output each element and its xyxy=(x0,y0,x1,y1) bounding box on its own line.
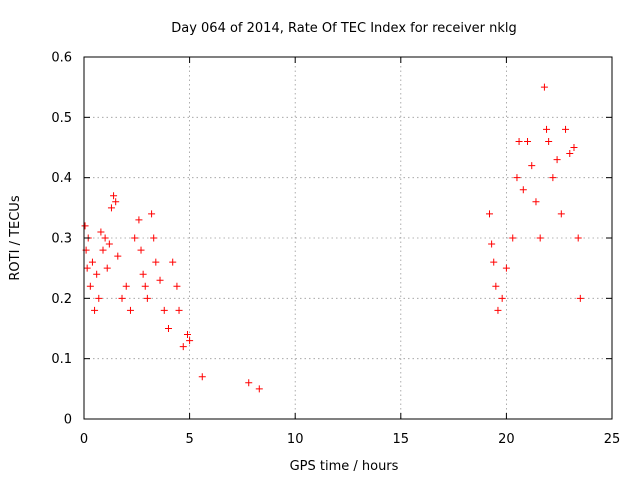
data-point xyxy=(99,246,107,254)
data-point xyxy=(107,204,115,212)
data-point xyxy=(543,125,551,133)
data-point xyxy=(486,210,494,218)
data-point xyxy=(126,306,134,314)
data-point xyxy=(183,331,191,339)
data-point xyxy=(118,294,126,302)
data-point xyxy=(488,240,496,248)
y-tick-label: 0.5 xyxy=(51,111,72,126)
chart-title: Day 064 of 2014, Rate Of TEC Index for r… xyxy=(171,21,517,36)
data-point xyxy=(143,294,151,302)
data-point xyxy=(186,337,194,345)
x-tick-label: 15 xyxy=(393,432,410,447)
data-point xyxy=(557,210,565,218)
data-point xyxy=(152,258,160,266)
data-point xyxy=(509,234,517,242)
data-point xyxy=(95,294,103,302)
data-point xyxy=(515,137,523,145)
data-point xyxy=(175,306,183,314)
data-point xyxy=(103,264,111,272)
data-point xyxy=(492,282,500,290)
data-points xyxy=(81,83,584,393)
data-point xyxy=(137,246,145,254)
data-point xyxy=(173,282,181,290)
data-point xyxy=(86,282,94,290)
y-tick-label: 0.6 xyxy=(51,51,72,66)
data-point xyxy=(97,228,105,236)
data-point xyxy=(502,264,510,272)
data-point xyxy=(198,373,206,381)
data-point xyxy=(498,294,506,302)
y-tick-label: 0.3 xyxy=(51,232,72,247)
data-point xyxy=(148,210,156,218)
data-point xyxy=(536,234,544,242)
data-point xyxy=(93,270,101,278)
data-point xyxy=(135,216,143,224)
data-point xyxy=(83,264,91,272)
data-point xyxy=(114,252,122,260)
data-point xyxy=(519,186,527,194)
x-tick-label: 10 xyxy=(287,432,304,447)
y-tick-label: 0.4 xyxy=(51,171,72,186)
data-point xyxy=(88,258,96,266)
data-point xyxy=(553,156,561,164)
data-point xyxy=(164,325,172,332)
data-point xyxy=(160,306,168,314)
x-axis-label: GPS time / hours xyxy=(290,459,399,474)
x-tick-label: 0 xyxy=(80,432,88,447)
data-point xyxy=(179,343,187,351)
data-point xyxy=(513,174,521,182)
data-point xyxy=(524,137,532,145)
data-point xyxy=(545,137,553,145)
data-point xyxy=(490,258,498,266)
y-tick-label: 0.1 xyxy=(51,352,72,367)
y-tick-label: 0.2 xyxy=(51,292,72,307)
data-point xyxy=(122,282,130,290)
data-point xyxy=(576,294,584,302)
data-point xyxy=(141,282,149,290)
plot-frame xyxy=(83,56,613,420)
data-point xyxy=(112,198,120,206)
data-point xyxy=(91,306,99,314)
data-point xyxy=(570,144,578,151)
axes: 0 0.1 0.2 0.3 0.4 0.5 0.6 0 5 10 15 20 25 xyxy=(51,51,620,448)
x-tick-label: 20 xyxy=(498,432,515,447)
y-axis-label: ROTI / TECUs xyxy=(8,195,23,280)
data-point xyxy=(562,125,570,133)
data-point xyxy=(169,258,177,266)
data-point xyxy=(574,234,582,242)
y-tick-label: 0 xyxy=(64,413,72,428)
data-point xyxy=(528,162,536,170)
x-tick-label: 25 xyxy=(604,432,621,447)
x-tick-label: 5 xyxy=(185,432,193,447)
data-point xyxy=(131,234,139,242)
data-point xyxy=(150,234,158,242)
data-point xyxy=(81,222,89,230)
data-point xyxy=(156,276,164,284)
data-point xyxy=(101,234,109,242)
data-point xyxy=(540,83,548,91)
data-point xyxy=(139,270,147,278)
data-point xyxy=(105,240,113,248)
data-point xyxy=(549,174,557,182)
data-point xyxy=(245,379,253,387)
data-point xyxy=(255,385,263,393)
data-point xyxy=(494,306,502,314)
data-point xyxy=(566,150,574,158)
data-point xyxy=(110,192,118,200)
data-point xyxy=(532,198,540,206)
